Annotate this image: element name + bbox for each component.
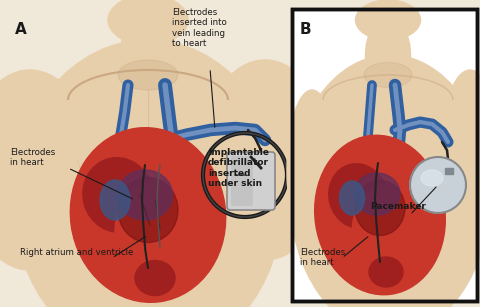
Ellipse shape — [115, 180, 205, 280]
Circle shape — [410, 157, 466, 213]
Ellipse shape — [339, 181, 364, 215]
Ellipse shape — [287, 90, 337, 250]
Ellipse shape — [70, 128, 226, 302]
Ellipse shape — [118, 177, 178, 243]
Ellipse shape — [315, 135, 445, 295]
Ellipse shape — [365, 17, 410, 92]
FancyBboxPatch shape — [227, 152, 275, 210]
Ellipse shape — [118, 170, 172, 220]
Ellipse shape — [118, 60, 178, 90]
Ellipse shape — [120, 10, 176, 100]
Ellipse shape — [350, 162, 416, 204]
Ellipse shape — [440, 70, 480, 250]
Text: Electrodes
inserted into
vein leading
to heart: Electrodes inserted into vein leading to… — [172, 8, 227, 48]
Ellipse shape — [329, 164, 387, 228]
Ellipse shape — [355, 181, 405, 235]
Ellipse shape — [364, 63, 412, 87]
Text: B: B — [300, 22, 312, 37]
Text: Electrodes
in heart: Electrodes in heart — [10, 148, 55, 167]
Ellipse shape — [110, 160, 190, 210]
Ellipse shape — [0, 70, 95, 270]
Ellipse shape — [83, 158, 153, 232]
Ellipse shape — [352, 184, 428, 272]
Text: A: A — [15, 22, 27, 37]
Text: Right atrium and ventricle: Right atrium and ventricle — [20, 248, 133, 257]
Text: Implantable
defibrillator
inserted
under skin: Implantable defibrillator inserted under… — [208, 148, 269, 188]
Ellipse shape — [135, 261, 175, 296]
Ellipse shape — [200, 60, 330, 260]
Ellipse shape — [13, 40, 283, 307]
Bar — [292, 9, 477, 301]
Ellipse shape — [369, 257, 403, 287]
Ellipse shape — [354, 173, 400, 215]
Bar — [292, 9, 477, 301]
Ellipse shape — [290, 55, 480, 307]
Bar — [445, 168, 453, 174]
Bar — [292, 9, 477, 301]
Text: Electrodes
in heart: Electrodes in heart — [300, 248, 345, 267]
FancyBboxPatch shape — [231, 156, 253, 206]
Ellipse shape — [421, 170, 443, 186]
Ellipse shape — [108, 0, 188, 45]
Ellipse shape — [100, 180, 130, 220]
Text: Pacemaker: Pacemaker — [370, 202, 426, 211]
Ellipse shape — [356, 0, 420, 40]
